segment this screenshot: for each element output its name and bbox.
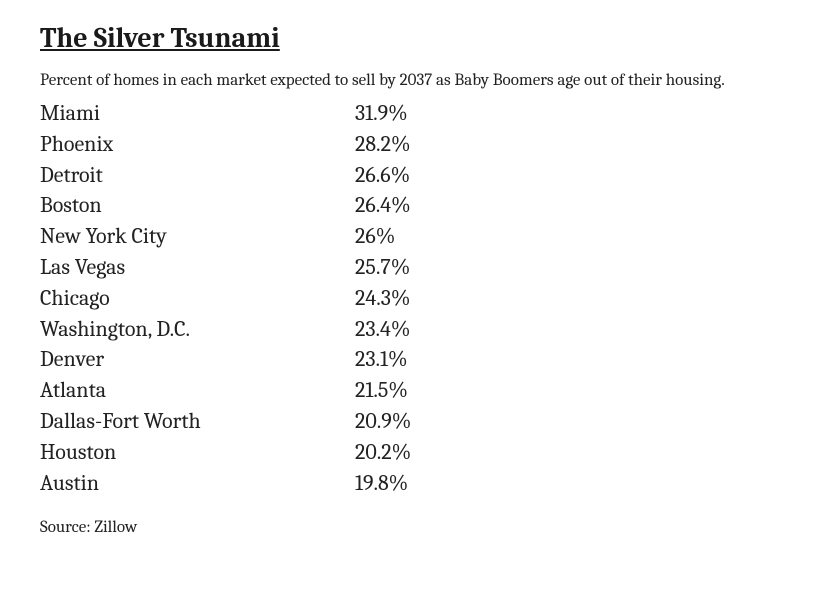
table-row: Miami31.9%: [40, 98, 790, 129]
table-row: Detroit26.6%: [40, 160, 790, 191]
city-label: Chicago: [40, 283, 355, 314]
city-label: Phoenix: [40, 129, 355, 160]
percent-value: 20.2%: [355, 437, 411, 468]
percent-value: 23.4%: [355, 314, 410, 345]
table-row: Las Vegas25.7%: [40, 252, 790, 283]
city-label: Austin: [40, 468, 355, 499]
city-label: Detroit: [40, 160, 355, 191]
table-row: Denver23.1%: [40, 344, 790, 375]
percent-value: 21.5%: [355, 375, 408, 406]
city-label: Miami: [40, 98, 355, 129]
table-row: Boston26.4%: [40, 190, 790, 221]
percent-value: 26%: [355, 221, 395, 252]
table-row: New York City26%: [40, 221, 790, 252]
percent-value: 26.4%: [355, 190, 411, 221]
city-label: Houston: [40, 437, 355, 468]
table-row: Houston20.2%: [40, 437, 790, 468]
table-row: Austin19.8%: [40, 468, 790, 499]
percent-value: 20.9%: [355, 406, 411, 437]
city-label: Las Vegas: [40, 252, 355, 283]
percent-value: 28.2%: [355, 129, 411, 160]
city-label: Denver: [40, 344, 355, 375]
subtitle-description: Percent of homes in each market expected…: [40, 70, 780, 92]
city-label: Boston: [40, 190, 355, 221]
table-row: Chicago24.3%: [40, 283, 790, 314]
percent-value: 19.8%: [355, 468, 408, 499]
percent-value: 25.7%: [355, 252, 410, 283]
table-row: Phoenix28.2%: [40, 129, 790, 160]
percent-value: 31.9%: [355, 98, 408, 129]
source-attribution: Source: Zillow: [40, 518, 790, 537]
data-table: Miami31.9%Phoenix28.2%Detroit26.6%Boston…: [40, 98, 790, 498]
city-label: Washington, D.C.: [40, 314, 355, 345]
percent-value: 23.1%: [355, 344, 408, 375]
table-row: Atlanta21.5%: [40, 375, 790, 406]
table-row: Washington, D.C.23.4%: [40, 314, 790, 345]
city-label: Dallas-Fort Worth: [40, 406, 355, 437]
percent-value: 26.6%: [355, 160, 410, 191]
city-label: New York City: [40, 221, 355, 252]
table-row: Dallas-Fort Worth20.9%: [40, 406, 790, 437]
percent-value: 24.3%: [355, 283, 410, 314]
city-label: Atlanta: [40, 375, 355, 406]
page-title: The Silver Tsunami: [40, 22, 790, 54]
